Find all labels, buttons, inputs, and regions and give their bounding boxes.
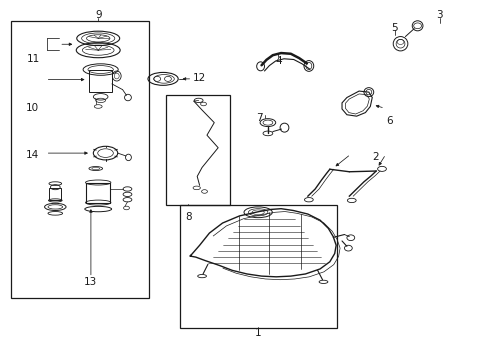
Bar bbox=[89, 69, 112, 92]
Text: 6: 6 bbox=[385, 116, 392, 126]
Text: 9: 9 bbox=[95, 10, 102, 20]
Text: 14: 14 bbox=[26, 150, 39, 160]
Text: 12: 12 bbox=[193, 73, 206, 83]
Bar bbox=[86, 183, 110, 203]
Text: 10: 10 bbox=[26, 103, 39, 113]
Bar bbox=[180, 205, 336, 328]
Text: 11: 11 bbox=[27, 54, 41, 64]
Text: 7: 7 bbox=[255, 113, 262, 123]
Text: 1: 1 bbox=[254, 328, 261, 338]
Text: 2: 2 bbox=[371, 152, 378, 162]
Bar bbox=[49, 188, 61, 200]
Text: 5: 5 bbox=[390, 23, 397, 33]
Bar bbox=[166, 95, 229, 205]
Bar bbox=[11, 22, 149, 298]
Text: 13: 13 bbox=[84, 277, 97, 287]
Text: 4: 4 bbox=[275, 56, 282, 66]
Text: 3: 3 bbox=[435, 10, 442, 20]
Text: 8: 8 bbox=[185, 212, 191, 221]
